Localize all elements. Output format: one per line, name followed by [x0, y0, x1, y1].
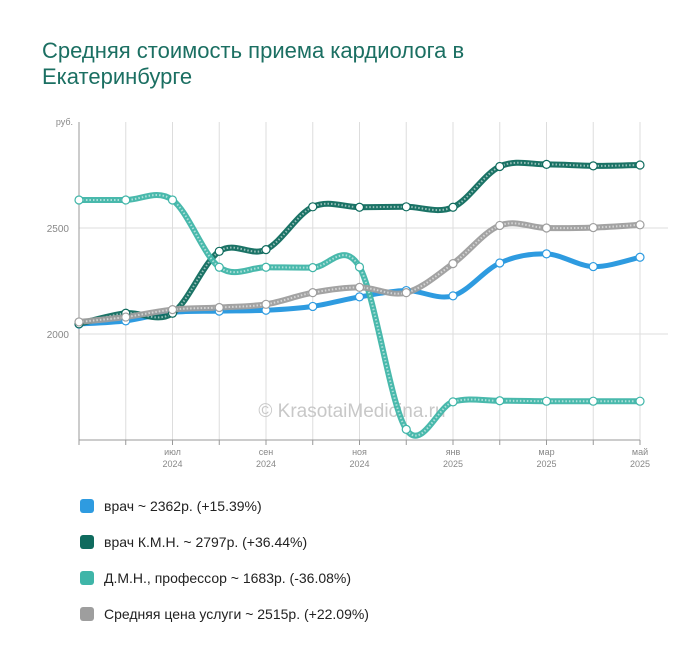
- data-point: [635, 396, 645, 406]
- legend-swatch: [80, 499, 94, 513]
- data-point: [495, 161, 505, 172]
- data-point: [74, 317, 84, 327]
- chart-axes: 2000 2500 руб. июл 2024 сен 2024 ноя 2024 янв 2025…: [47, 117, 650, 469]
- data-point: [214, 262, 224, 272]
- data-point: [541, 159, 552, 169]
- data-point: [495, 220, 505, 231]
- data-point: [401, 288, 411, 298]
- data-point: [308, 263, 318, 273]
- legend-swatch: [80, 535, 94, 549]
- x-tick-label: сен: [259, 447, 274, 457]
- page-title: Средняя стоимость приема кардиолога в Ек…: [42, 38, 465, 89]
- legend-item[interactable]: Д.М.Н., профессор ~ 1683р. (-36.08%): [80, 560, 369, 596]
- data-point: [74, 195, 84, 205]
- y-axis-label: руб.: [56, 117, 73, 127]
- data-point: [588, 261, 598, 272]
- data-point: [401, 202, 411, 212]
- data-point: [588, 161, 598, 171]
- data-point: [541, 396, 552, 406]
- data-point: [214, 302, 224, 313]
- data-point: [541, 249, 552, 259]
- data-point: [588, 396, 598, 406]
- data-point: [635, 252, 645, 262]
- x-tick-year: 2024: [349, 459, 369, 469]
- x-tick-year: 2025: [443, 459, 463, 469]
- data-point: [354, 292, 365, 302]
- legend-item[interactable]: врач К.М.Н. ~ 2797р. (+36.44%): [80, 524, 369, 560]
- legend-item[interactable]: врач ~ 2362р. (+15.39%): [80, 488, 369, 524]
- chart-legend: врач ~ 2362р. (+15.39%) врач К.М.Н. ~ 279…: [80, 488, 369, 632]
- data-point: [308, 301, 318, 312]
- x-tick-year: 2025: [536, 459, 556, 469]
- series-line-texture: [78, 194, 640, 437]
- chart-grid: [79, 122, 668, 440]
- data-point: [401, 424, 411, 434]
- x-tick-year: 2024: [162, 459, 182, 469]
- x-tick-year: 2025: [630, 459, 650, 469]
- legend-item[interactable]: Средняя цена услуги ~ 2515р. (+22.09%): [80, 596, 369, 632]
- data-point: [448, 259, 458, 269]
- data-point: [167, 195, 178, 205]
- data-point: [448, 397, 458, 407]
- data-point: [261, 245, 271, 255]
- x-tick-label: июл: [164, 447, 181, 457]
- x-tick-label: ноя: [352, 447, 367, 457]
- y-tick-label: 2000: [47, 330, 70, 341]
- data-point: [354, 262, 365, 272]
- data-point: [121, 195, 131, 205]
- data-point: [541, 223, 552, 233]
- data-point: [121, 312, 131, 322]
- data-point: [635, 220, 645, 230]
- data-point: [308, 202, 318, 212]
- data-point: [495, 396, 505, 406]
- data-point: [261, 299, 271, 309]
- data-point: [167, 305, 178, 315]
- data-point: [495, 258, 505, 268]
- data-point: [354, 202, 365, 212]
- legend-label: Средняя цена услуги ~ 2515р. (+22.09%): [104, 606, 369, 622]
- x-tick-label: янв: [446, 447, 461, 457]
- line-chart: 2000 2500 руб. июл 2024 сен 2024 ноя 2024 янв 2025…: [47, 117, 668, 469]
- legend-label: врач ~ 2362р. (+15.39%): [104, 498, 262, 514]
- data-point: [635, 160, 645, 170]
- legend-label: врач К.М.Н. ~ 2797р. (+36.44%): [104, 534, 308, 550]
- x-tick-label: мар: [538, 447, 554, 457]
- legend-label: Д.М.Н., профессор ~ 1683р. (-36.08%): [104, 570, 352, 586]
- data-point: [588, 222, 598, 233]
- legend-swatch: [80, 607, 94, 621]
- data-point: [308, 288, 318, 298]
- data-point: [448, 202, 458, 212]
- x-tick-year: 2024: [256, 459, 276, 469]
- chart-points: [74, 159, 645, 434]
- y-tick-label: 2500: [47, 224, 70, 235]
- data-point: [448, 291, 458, 301]
- x-tick-label: май: [632, 447, 648, 457]
- data-point: [354, 282, 365, 292]
- data-point: [261, 262, 271, 272]
- watermark-text: © KrasotaiMedicina.ru: [258, 401, 445, 422]
- data-point: [214, 246, 224, 256]
- legend-swatch: [80, 571, 94, 585]
